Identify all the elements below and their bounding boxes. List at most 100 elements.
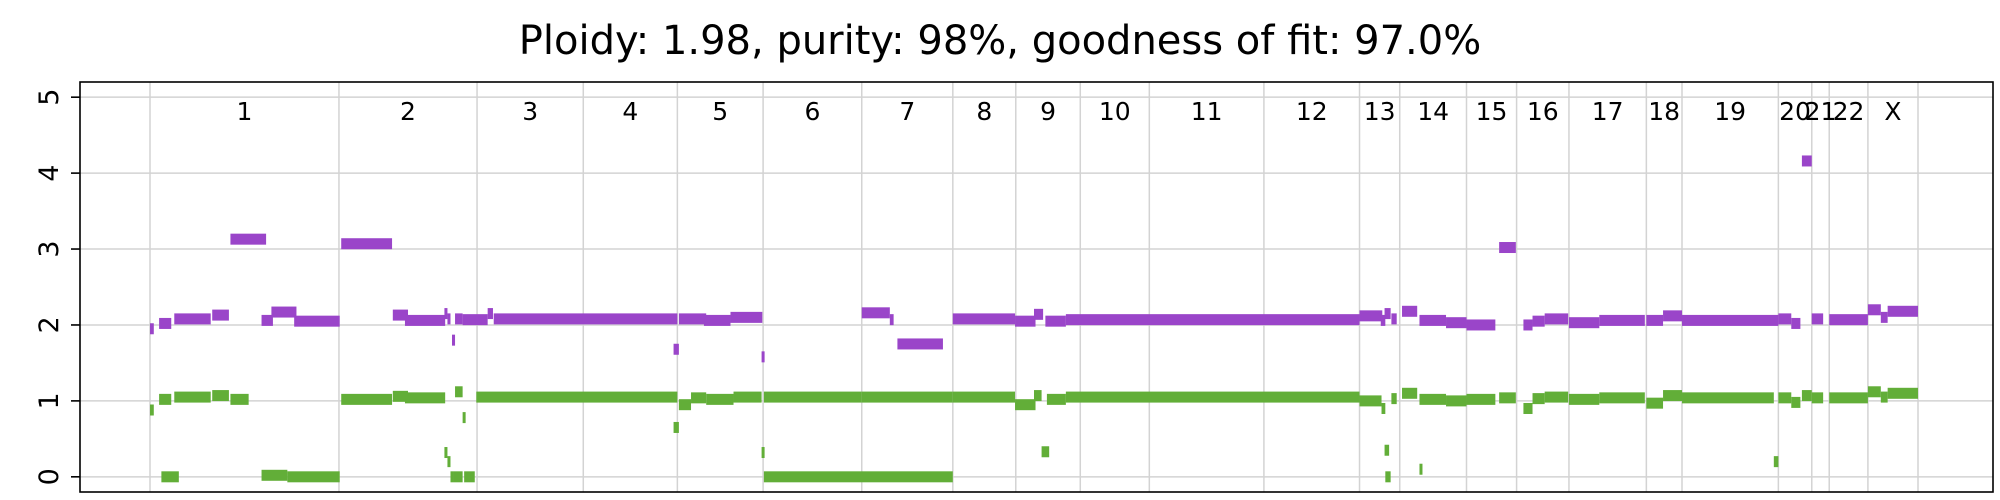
copy-number-segment [1778,392,1792,404]
copy-number-segment [161,471,179,483]
copy-number-segment [453,471,463,483]
chromosome-label: 5 [712,97,728,126]
copy-number-segment [1034,390,1042,402]
chromosome-label: 15 [1476,97,1508,126]
copy-number-segment [1544,313,1569,325]
copy-number-segment [1419,314,1447,326]
copy-number-segment [1880,311,1888,323]
copy-number-segment [1791,317,1801,329]
copy-number-segment [761,351,765,363]
copy-number-segment [1663,310,1683,322]
copy-number-segment [1801,390,1812,402]
chromosome-label: 13 [1364,97,1396,126]
copy-number-segment [706,393,734,405]
copy-number-segment [261,314,273,326]
chromosome-label: 4 [622,97,638,126]
copy-number-segment [1663,390,1683,402]
copy-number-segment [1499,242,1516,254]
copy-number-segment [673,421,679,433]
y-axis-ticks: 0 1 2 3 4 5 [34,89,80,485]
copy-number-segment [897,338,943,350]
chromosome-label: 16 [1527,97,1559,126]
copy-number-segment [392,390,408,402]
copy-number-segment [1046,393,1066,405]
copy-number-segment [487,308,493,320]
chromosome-label: 2 [400,97,416,126]
copy-number-segment [1446,395,1467,407]
copy-number-segment [1523,402,1533,414]
copy-number-segment [952,313,1016,325]
copy-number-segment [287,471,340,483]
copy-number-segment [1544,391,1569,403]
copy-number-segment [1359,310,1383,322]
copy-number-segment [444,308,448,320]
y-tick-label: 3 [34,240,65,257]
chromosome-label: 3 [522,97,538,126]
copy-number-segment [1801,155,1812,167]
copy-number-segment [1419,463,1423,475]
copy-number-segment [1523,319,1533,331]
chromosome-label: 9 [1040,97,1056,126]
copy-number-segment [1384,308,1391,320]
copy-number-segment [1041,446,1050,458]
copy-number-segment [1384,444,1390,456]
copy-number-segment [1532,315,1545,327]
grid-lines [80,82,1993,492]
copy-number-segment [1402,387,1418,399]
copy-number-segment [404,392,446,404]
copy-number-segment [1646,397,1664,409]
copy-number-segment [1034,308,1044,320]
chromosome-label: 19 [1714,97,1746,126]
copy-number-segment [761,447,765,459]
copy-number-segment [455,386,463,398]
copy-number-segment [444,447,448,459]
y-tick-label: 4 [34,165,65,182]
copy-number-segment [691,392,707,404]
copy-number-segment [1015,399,1036,411]
copy-number-segment [889,314,894,326]
copy-number-segment [159,317,172,329]
chromosome-label: 7 [899,97,915,126]
total-copy-number-series [150,155,1918,363]
copy-number-segment [1045,315,1066,327]
copy-number-segment [1568,317,1600,329]
chromosome-label: 18 [1648,97,1680,126]
copy-number-segment [455,313,463,325]
copy-number-segment [1829,392,1868,404]
copy-number-segment [1499,392,1516,404]
y-tick-label: 5 [34,89,65,106]
copy-number-segment [678,399,692,411]
chromosome-label: 1 [237,97,253,126]
segment-layer [150,155,1918,483]
minor-copy-number-series [150,386,1918,483]
copy-number-segment [294,315,340,327]
copy-number-segment [447,456,451,468]
chromosome-label: 14 [1417,97,1449,126]
copy-number-segment [1880,391,1888,403]
copy-number-segment [1682,314,1779,326]
y-tick-label: 1 [34,392,65,409]
copy-number-segment [1646,314,1664,326]
copy-number-segment [1446,317,1467,329]
copy-number-segment [763,391,862,403]
chromosome-label: 10 [1099,97,1131,126]
copy-number-segment [952,391,1016,403]
copy-number-segment [861,307,890,319]
copy-number-segment [159,393,172,405]
copy-number-segment [462,314,488,326]
copy-number-segment [476,391,678,403]
chromosome-label: 20 [1779,97,1811,126]
copy-number-segment [1015,315,1036,327]
copy-number-segment [678,313,707,325]
plot-frame [79,81,1994,493]
copy-number-segment [1829,314,1868,326]
copy-number-segment [493,313,678,325]
chromosome-label: 6 [804,97,820,126]
copy-number-segment [1887,305,1918,317]
copy-number-segment [212,309,229,321]
chromosome-label: 17 [1592,97,1624,126]
copy-number-segment [447,313,451,325]
copy-number-segment [230,393,249,405]
